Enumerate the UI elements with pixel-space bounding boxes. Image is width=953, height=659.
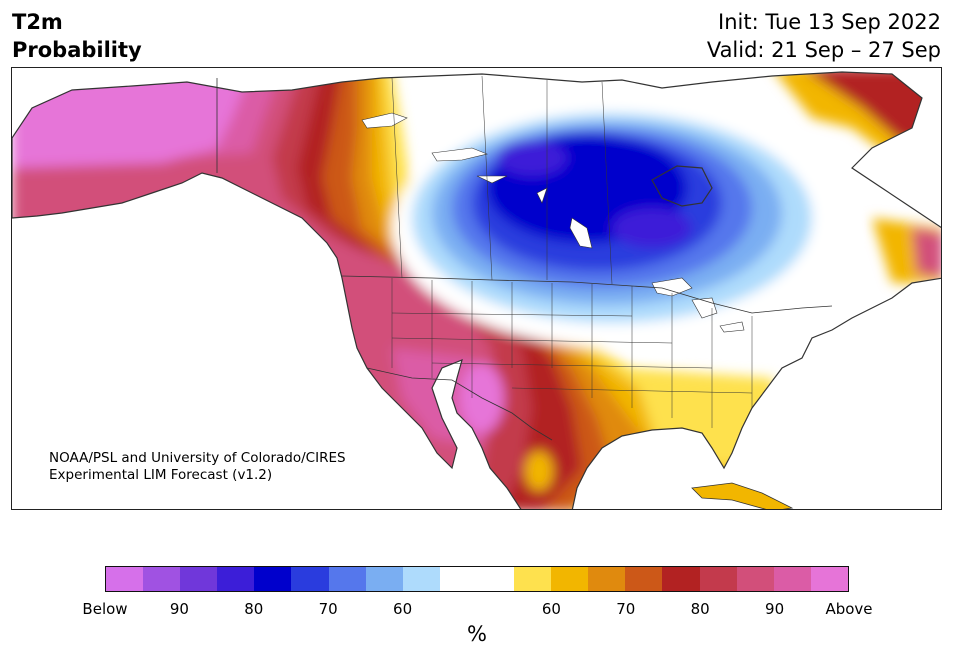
borders bbox=[216, 75, 833, 441]
colorbar-swatch bbox=[588, 567, 626, 591]
colorbar-tick-label: 80 bbox=[690, 600, 710, 618]
colorbar-swatch bbox=[106, 567, 144, 591]
colorbar-tick-label: 60 bbox=[393, 600, 413, 618]
canada-province-borders bbox=[391, 75, 613, 285]
colorbar-swatch bbox=[402, 567, 440, 591]
lake-superior bbox=[651, 277, 693, 297]
init-date: Init: Tue 13 Sep 2022 bbox=[718, 10, 941, 34]
colorbar-swatch bbox=[217, 567, 255, 591]
probability-map bbox=[11, 67, 942, 510]
us-state-borders-horizontal bbox=[391, 312, 753, 394]
credit-line-2: Experimental LIM Forecast (v1.2) bbox=[49, 467, 273, 483]
colorbar-tick-label: 90 bbox=[169, 600, 189, 618]
valid-range: Valid: 21 Sep – 27 Sep bbox=[706, 38, 941, 62]
colorbar-swatch bbox=[625, 567, 663, 591]
colorbar-swatch bbox=[365, 567, 403, 591]
us-canada-border bbox=[341, 275, 833, 314]
small-lake bbox=[476, 175, 508, 184]
lake-athabasca bbox=[536, 187, 548, 204]
colorbar-swatch bbox=[143, 567, 181, 591]
great-bear-lake-arm bbox=[431, 147, 488, 162]
lake-winnipeg bbox=[569, 217, 593, 249]
map-credit: NOAA/PSL and University of Colorado/CIRE… bbox=[49, 450, 346, 484]
colorbar-swatch bbox=[514, 567, 552, 591]
title-line-2: Probability bbox=[12, 38, 142, 62]
colorbar-tick-label: Below bbox=[82, 600, 128, 618]
colorbar-swatch bbox=[439, 567, 477, 591]
colorbar-swatch bbox=[773, 567, 811, 591]
map-title: T2m Probability bbox=[12, 8, 142, 64]
great-slave-lake bbox=[361, 112, 408, 129]
colorbar-tick-label: 70 bbox=[318, 600, 338, 618]
colorbar-unit: % bbox=[467, 622, 487, 646]
colorbar-swatch bbox=[476, 567, 515, 591]
colorbar-swatch bbox=[810, 567, 848, 591]
map-svg bbox=[12, 68, 941, 509]
colorbar-swatch bbox=[662, 567, 700, 591]
colorbar-tick-label: 80 bbox=[244, 600, 264, 618]
lakes bbox=[361, 112, 745, 333]
colorbar-tick-label: 70 bbox=[616, 600, 636, 618]
colorbar-tick-label: 90 bbox=[765, 600, 785, 618]
credit-line-1: NOAA/PSL and University of Colorado/CIRE… bbox=[49, 450, 346, 466]
lake-erie bbox=[719, 321, 745, 333]
colorbar-swatch bbox=[254, 567, 292, 591]
colorbar-swatch bbox=[736, 567, 774, 591]
colorbar-tick-label: Above bbox=[825, 600, 873, 618]
colorbar-swatch bbox=[699, 567, 737, 591]
colorbar-swatch bbox=[551, 567, 589, 591]
colorbar-swatch bbox=[180, 567, 218, 591]
colorbar-swatch bbox=[328, 567, 366, 591]
colorbar-tick-label: 60 bbox=[541, 600, 561, 618]
us-mexico-border bbox=[366, 367, 553, 441]
title-line-1: T2m bbox=[12, 10, 63, 34]
colorbar-swatch bbox=[291, 567, 329, 591]
cuba bbox=[691, 482, 794, 509]
forecast-dates: Init: Tue 13 Sep 2022 Valid: 21 Sep – 27… bbox=[707, 8, 941, 64]
probability-colorbar bbox=[105, 566, 849, 592]
